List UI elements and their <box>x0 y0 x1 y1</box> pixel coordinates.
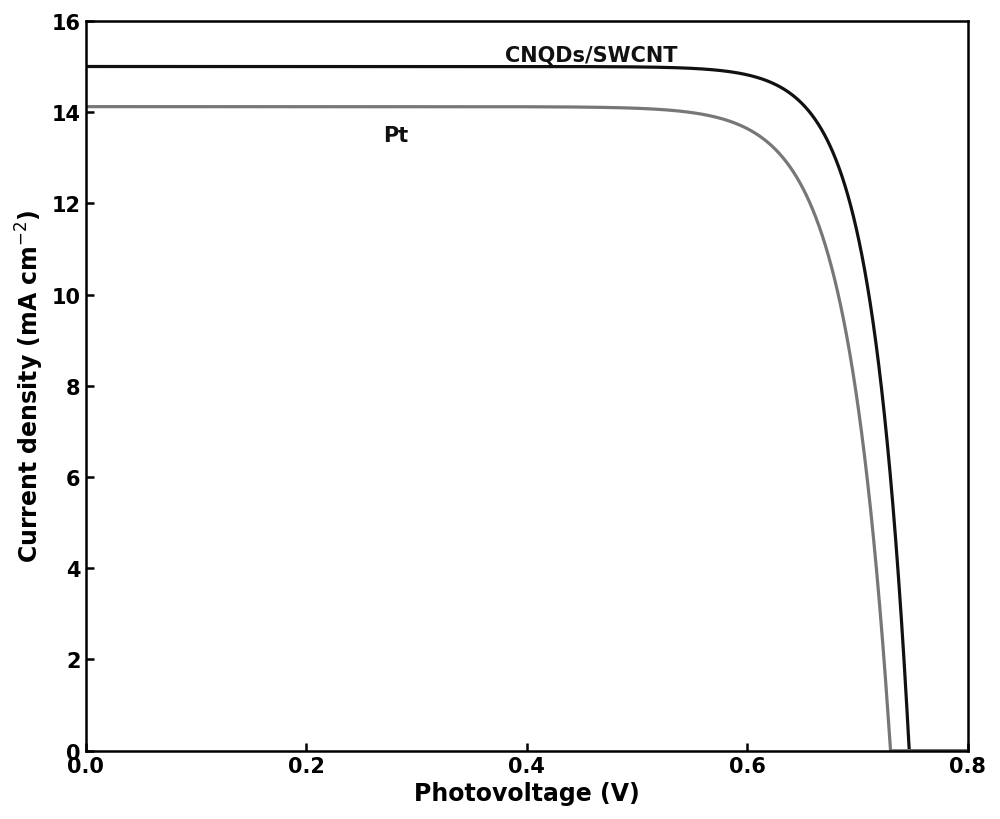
Text: CNQDs/SWCNT: CNQDs/SWCNT <box>505 46 677 66</box>
X-axis label: Photovoltage (V): Photovoltage (V) <box>414 781 639 805</box>
Text: Pt: Pt <box>383 126 408 146</box>
Y-axis label: Current density (mA cm$^{-2}$): Current density (mA cm$^{-2}$) <box>14 210 46 563</box>
